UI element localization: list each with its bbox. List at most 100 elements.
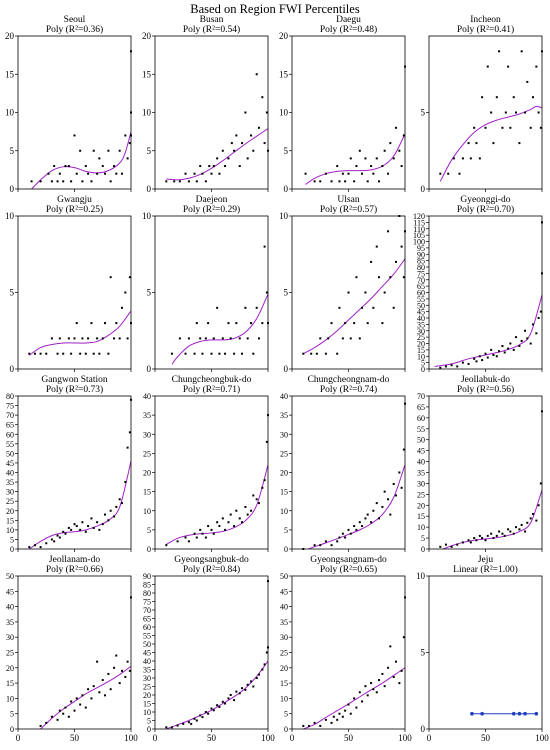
data-point <box>473 357 476 360</box>
data-point <box>319 337 322 340</box>
data-point <box>501 126 504 129</box>
y-tick-label: 40 <box>280 603 288 612</box>
data-point <box>233 149 236 152</box>
data-point <box>224 702 227 705</box>
data-point <box>195 536 198 539</box>
y-tick-label: 0 <box>10 725 14 734</box>
fit-label: Poly (R²=0.73) <box>46 384 103 395</box>
data-point <box>195 322 198 325</box>
data-point <box>344 709 347 712</box>
data-point <box>113 337 116 340</box>
y-tick-label: 15 <box>142 69 152 79</box>
y-tick-label: 5 <box>10 288 15 298</box>
data-point <box>165 180 168 183</box>
y-tick-label: 85 <box>417 257 425 266</box>
data-point <box>338 306 341 309</box>
data-point <box>56 718 59 721</box>
data-point <box>120 172 123 175</box>
data-point <box>56 180 59 183</box>
y-tick-label: 50 <box>6 572 14 581</box>
y-tick-label: 40 <box>280 392 288 401</box>
data-point <box>512 532 515 535</box>
data-point <box>375 245 378 248</box>
subplot-title: Busan <box>200 15 224 25</box>
data-point <box>233 352 236 355</box>
data-point <box>265 440 268 443</box>
data-point <box>73 134 76 137</box>
data-point <box>484 352 487 355</box>
y-tick-label: 10 <box>142 211 152 221</box>
data-point <box>170 352 173 355</box>
data-point <box>81 521 84 524</box>
y-tick-label: 0 <box>284 545 288 554</box>
y-tick-label: 10 <box>417 523 425 532</box>
plot-frame <box>291 395 406 550</box>
poly-fit-curve <box>166 660 268 729</box>
data-point <box>56 534 59 537</box>
data-point <box>361 700 364 703</box>
data-point <box>73 709 76 712</box>
data-point <box>366 513 369 516</box>
y-tick-label: 15 <box>280 679 288 688</box>
y-tick-label: 75 <box>417 269 425 278</box>
subplot-title: Gyeongsangnam-do <box>310 555 387 565</box>
poly-fit-curve <box>40 665 131 729</box>
data-point <box>199 528 202 531</box>
data-point <box>53 540 56 543</box>
data-point <box>467 142 470 145</box>
data-point <box>241 352 244 355</box>
data-point <box>199 714 202 717</box>
data-point <box>478 157 481 160</box>
data-point <box>467 539 470 542</box>
data-point <box>263 245 266 248</box>
y-tick-label: 10 <box>142 108 152 118</box>
data-point <box>201 532 204 535</box>
subplot-title: Daegu <box>336 15 361 25</box>
data-point <box>304 172 307 175</box>
y-tick-label: 50 <box>6 449 14 458</box>
data-point <box>87 525 90 528</box>
data-point <box>394 660 397 663</box>
data-point <box>370 260 373 263</box>
data-point <box>227 697 230 700</box>
data-point <box>475 539 478 542</box>
data-point <box>45 542 48 545</box>
fit-label: Poly (R²=0.48) <box>320 24 377 35</box>
data-point <box>381 165 384 168</box>
y-tick-label: 100 <box>413 238 425 247</box>
poly-fit-curve <box>303 667 405 729</box>
x-tick-label: 0 <box>427 733 432 743</box>
y-tick-label: 55 <box>417 425 425 434</box>
y-tick-label: 110 <box>413 225 425 234</box>
poly-fit-curve <box>303 258 405 355</box>
x-tick-label: 50 <box>207 733 217 743</box>
data-point <box>45 352 48 355</box>
data-point <box>537 504 540 507</box>
data-point <box>170 726 173 729</box>
y-tick-label: 20 <box>280 664 288 673</box>
y-tick-label: 10 <box>279 108 289 118</box>
data-point <box>212 532 215 535</box>
data-point <box>96 521 99 524</box>
data-point <box>109 509 112 512</box>
y-tick-label: 0 <box>10 184 15 194</box>
data-point <box>265 291 268 294</box>
y-tick-label: 0 <box>147 364 152 374</box>
data-point <box>456 543 459 546</box>
data-point <box>221 517 224 520</box>
data-point <box>473 537 476 540</box>
data-point <box>250 509 253 512</box>
data-point <box>535 519 538 522</box>
data-point <box>361 525 364 528</box>
data-point <box>517 711 522 716</box>
y-tick-label: 50 <box>417 301 425 310</box>
y-tick-label: 30 <box>417 327 425 336</box>
data-point <box>212 337 215 340</box>
y-tick-label: 5 <box>147 288 152 298</box>
data-point <box>338 180 341 183</box>
data-point <box>518 142 521 145</box>
y-tick-label: 30 <box>280 633 288 642</box>
y-tick-label: 0 <box>147 725 151 734</box>
